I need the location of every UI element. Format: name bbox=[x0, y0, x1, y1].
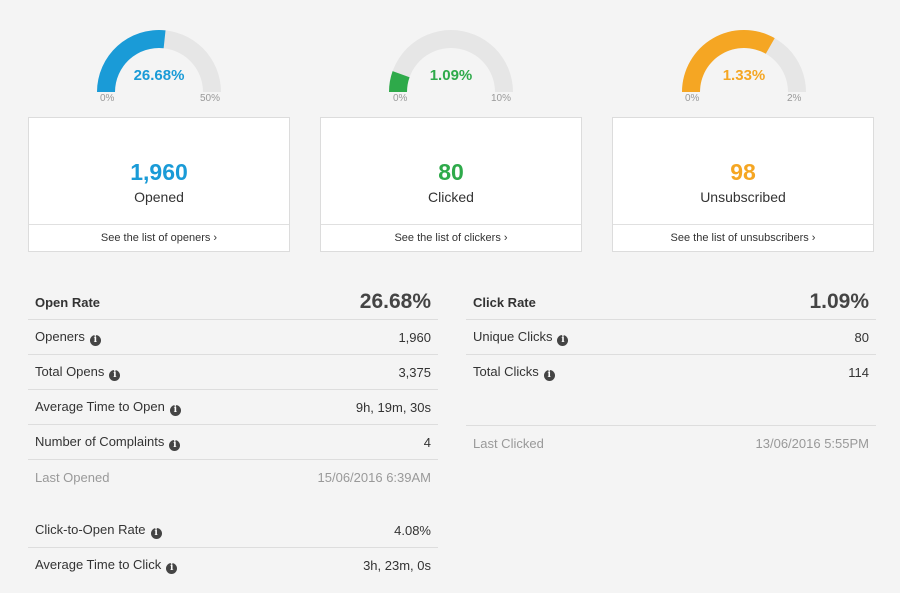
stat-value: 114 bbox=[848, 365, 869, 380]
open-rate-title: Open Rate bbox=[35, 294, 101, 310]
unsubscribed-count: 98 bbox=[730, 159, 756, 185]
stat-value: 1,960 bbox=[398, 329, 431, 345]
opened-count: 1,960 bbox=[130, 159, 188, 185]
info-icon[interactable]: i bbox=[169, 439, 181, 451]
info-icon[interactable]: i bbox=[150, 527, 162, 539]
stat-value: 3h, 23m, 0s bbox=[363, 558, 431, 573]
info-icon[interactable]: i bbox=[169, 404, 181, 416]
open-rate-header: Open Rate 26.68% bbox=[28, 277, 438, 320]
stat-row-last-opened: Last Opened 15/06/2016 6:39AM bbox=[28, 460, 438, 495]
stat-row-openers: Openers i 1,960 bbox=[28, 320, 438, 355]
click-rate-title: Click Rate bbox=[473, 294, 536, 310]
stat-label: Unique Clicks bbox=[473, 328, 553, 344]
stat-label: Openers bbox=[35, 328, 85, 344]
open-rate-value: 26.68% bbox=[359, 290, 431, 313]
clicks-gauge-min: 0% bbox=[393, 93, 408, 104]
unsubscribes-gauge-min: 0% bbox=[685, 93, 700, 104]
opens-gauge-max: 50% bbox=[200, 93, 221, 104]
stat-value: 15/06/2016 6:39AM bbox=[317, 470, 431, 485]
info-icon[interactable]: i bbox=[557, 334, 569, 346]
clicked-count: 80 bbox=[438, 159, 464, 185]
gauge-fill bbox=[97, 30, 166, 92]
stat-value: 4 bbox=[423, 434, 431, 450]
unsubscribers-list-link[interactable]: See the list of unsubscribers › bbox=[613, 224, 873, 251]
openers-list-link[interactable]: See the list of openers › bbox=[29, 224, 289, 251]
stat-value: 13/06/2016 5:55PM bbox=[755, 436, 869, 451]
stat-label: Average Time to Open bbox=[35, 398, 165, 414]
opens-gauge: 26.68% 0% 50% bbox=[89, 20, 229, 110]
clicks-gauge-max: 10% bbox=[491, 93, 512, 104]
clicked-card: 80 Clicked See the list of clickers › bbox=[320, 117, 582, 252]
unsubscribes-gauge-max: 2% bbox=[787, 93, 802, 104]
clickers-list-link[interactable]: See the list of clickers › bbox=[321, 224, 581, 251]
info-icon[interactable]: i bbox=[89, 334, 101, 346]
opens-gauge-value: 26.68% bbox=[133, 67, 185, 84]
unsubscribes-gauge: 1.33% 0% 2% bbox=[674, 20, 814, 110]
info-icon[interactable]: i bbox=[166, 563, 178, 574]
opens-gauge-min: 0% bbox=[100, 93, 115, 104]
opened-label: Opened bbox=[134, 189, 184, 205]
stat-row-total-clicks: Total Clicks i 114 bbox=[466, 355, 876, 390]
stat-label: Total Opens bbox=[35, 363, 105, 379]
unsubscribes-gauge-arc bbox=[682, 29, 806, 93]
stat-value: 80 bbox=[854, 329, 869, 345]
open-rate-panel: Open Rate 26.68% Openers i 1,960 Total Op… bbox=[28, 277, 438, 583]
stat-label: Click-to-Open Rate bbox=[35, 521, 146, 537]
stat-value: 9h, 19m, 30s bbox=[355, 399, 431, 415]
stat-row-complaints: Number of Complaints i 4 bbox=[28, 425, 438, 460]
stat-row-click-to-open: Click-to-Open Rate i 4.08% bbox=[28, 513, 438, 548]
stat-value: 4.08% bbox=[394, 522, 431, 538]
stat-label: Last Clicked bbox=[473, 436, 544, 451]
stat-row-last-clicked: Last Clicked 13/06/2016 5:55PM bbox=[466, 426, 876, 461]
clicks-gauge-value: 1.09% bbox=[429, 67, 473, 84]
click-rate-panel: Click Rate 1.09% Unique Clicks i 80 Total… bbox=[466, 277, 876, 461]
opens-gauge-arc bbox=[97, 30, 221, 93]
stat-row-avg-time-to-open: Average Time to Open i 9h, 19m, 30s bbox=[28, 390, 438, 425]
stat-value: 3,375 bbox=[398, 364, 431, 380]
gauge-fill bbox=[682, 29, 775, 92]
info-icon[interactable]: i bbox=[109, 369, 121, 381]
stat-label: Last Opened bbox=[35, 470, 110, 485]
clicks-gauge: 1.09% 0% 10% bbox=[381, 20, 521, 110]
stat-row-avg-time-to-click: Average Time to Click i 3h, 23m, 0s bbox=[28, 548, 438, 583]
gauge-track bbox=[389, 30, 513, 93]
clicks-gauge-arc bbox=[389, 30, 513, 93]
info-icon[interactable]: i bbox=[543, 370, 555, 381]
clicked-label: Clicked bbox=[428, 189, 474, 205]
opened-card: 1,960 Opened See the list of openers › bbox=[28, 117, 290, 252]
gauge-fill bbox=[389, 71, 410, 92]
click-rate-value: 1.09% bbox=[809, 290, 869, 313]
unsubscribed-card: 98 Unsubscribed See the list of unsubscr… bbox=[612, 117, 874, 252]
stat-row-unique-clicks: Unique Clicks i 80 bbox=[466, 320, 876, 355]
click-rate-header: Click Rate 1.09% bbox=[466, 277, 876, 320]
stat-row-total-opens: Total Opens i 3,375 bbox=[28, 355, 438, 390]
stat-label: Number of Complaints bbox=[35, 433, 165, 449]
stat-label: Total Clicks bbox=[473, 364, 539, 379]
stat-label: Average Time to Click bbox=[35, 557, 162, 572]
unsubscribes-gauge-value: 1.33% bbox=[722, 67, 766, 84]
unsubscribed-label: Unsubscribed bbox=[700, 189, 786, 205]
